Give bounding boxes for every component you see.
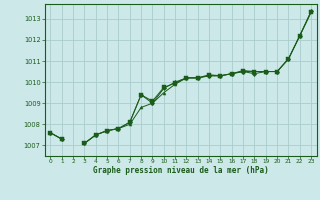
X-axis label: Graphe pression niveau de la mer (hPa): Graphe pression niveau de la mer (hPa) <box>93 166 269 175</box>
